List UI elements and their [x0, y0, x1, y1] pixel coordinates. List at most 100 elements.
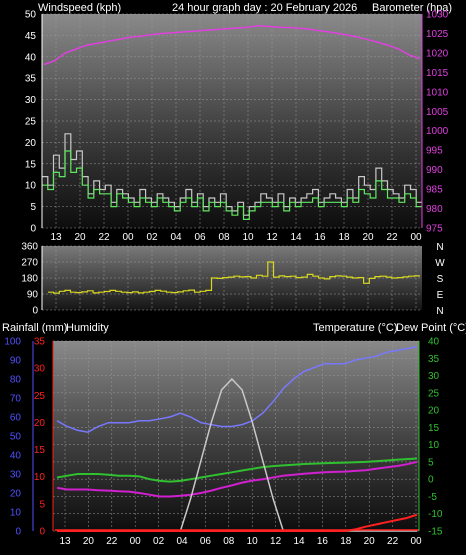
wind-x-tick: 02 — [146, 232, 158, 243]
wind-x-tick: 12 — [266, 232, 278, 243]
rain-y-tick: 30 — [34, 364, 46, 375]
wind-y-tick: 10 — [25, 181, 37, 192]
compass-label: N — [436, 242, 443, 253]
barometer-y-tick: 1010 — [426, 87, 449, 98]
barometer-y-tick: 980 — [426, 204, 443, 215]
compass-label: W — [435, 258, 445, 269]
rainfall-label: Rainfall (mm) — [2, 322, 67, 334]
barometer-y-tick: 990 — [426, 165, 443, 176]
barometer-y-tick: 1005 — [426, 107, 449, 118]
barometer-line — [43, 24, 421, 66]
wind-y-tick: 50 — [25, 10, 37, 21]
humidity-label: Humidity — [66, 322, 109, 334]
humidity-y-tick: 60 — [10, 413, 22, 424]
rain-y-tick: 10 — [34, 472, 46, 483]
temp-y-tick: -5 — [428, 492, 437, 503]
wind-x-tick: 04 — [170, 232, 182, 243]
humidity-y-tick: 40 — [10, 451, 22, 462]
wind-x-tick: 22 — [98, 232, 110, 243]
wind-y-tick: 35 — [25, 74, 37, 85]
barometer-y-ticks: 975 980 985 990 995 1000 1005 1010 1015 1020 1025 1… — [426, 10, 449, 235]
humidity-y-tick: 50 — [10, 432, 22, 443]
humidity-y-tick: 100 — [4, 337, 21, 348]
temp-y-tick: 35 — [428, 354, 440, 365]
temp-y-tick: 5 — [428, 457, 434, 468]
wind-series — [42, 24, 422, 220]
compass-label: S — [437, 274, 444, 285]
wind-y-tick: 20 — [25, 138, 37, 149]
temp-x-tick: 02 — [153, 536, 165, 547]
temp-x-tick: 10 — [247, 536, 259, 547]
humidity-y-tick: 10 — [10, 508, 22, 519]
temp-x-tick: 16 — [317, 536, 329, 547]
temp-y-tick: 30 — [428, 371, 440, 382]
rainfall-line — [57, 513, 418, 532]
temp-x-tick: 20 — [364, 536, 376, 547]
wind-x-tick: 06 — [194, 232, 206, 243]
rain-y-ticks: 0 5 10 15 20 25 30 35 — [34, 337, 46, 538]
humidity-y-tick: 70 — [10, 394, 22, 405]
graph-title: 24 hour graph day : 20 February 2026 — [172, 2, 357, 14]
wind-x-tick: 22 — [386, 232, 398, 243]
temp-y-ticks: -15 -10 -5 0 5 10 15 20 25 30 35 40 — [428, 337, 443, 538]
wind-y-tick: 30 — [25, 95, 37, 106]
temp-x-tick: 13 — [59, 536, 71, 547]
barometer-label: Barometer (hpa) — [372, 2, 452, 14]
windspeed-label: Windspeed (kph) — [38, 2, 121, 14]
temp-x-ticks: 13 20 22 00 02 04 06 08 10 12 14 16 18 20 22 00 — [59, 536, 422, 547]
temp-y-tick: 25 — [428, 388, 440, 399]
barometer-y-tick: 1020 — [426, 48, 449, 59]
temp-x-tick: 04 — [176, 536, 188, 547]
rain-y-tick: 0 — [39, 527, 45, 538]
temp-x-tick: 00 — [130, 536, 142, 547]
barometer-y-tick: 1000 — [426, 126, 449, 137]
humidity-y-tick: 0 — [15, 527, 21, 538]
wind-x-tick: 20 — [74, 232, 86, 243]
temp-y-tick: 20 — [428, 406, 440, 417]
wind-x-tick: 10 — [242, 232, 254, 243]
wind-x-tick: 20 — [362, 232, 374, 243]
direction-series — [48, 261, 420, 294]
wind-x-tick: 08 — [218, 232, 230, 243]
wind-y-tick: 0 — [30, 224, 36, 235]
dewpoint-label: Dew Point (°C) — [396, 322, 466, 334]
barometer-y-tick: 1030 — [426, 10, 449, 21]
humidity-line — [56, 345, 418, 433]
barometer-y-tick: 975 — [426, 224, 443, 235]
direction-y-ticks: 0 90 180 270 360 — [21, 242, 38, 317]
wind-x-tick: 13 — [50, 232, 62, 243]
temp-y-tick: 10 — [428, 440, 440, 451]
wind-x-tick: 14 — [290, 232, 302, 243]
rain-y-tick: 5 — [39, 499, 45, 510]
direction-y-tick: 0 — [32, 306, 38, 317]
humidity-y-tick: 30 — [10, 470, 22, 481]
temp-x-tick: 12 — [270, 536, 282, 547]
rain-y-tick: 20 — [34, 418, 46, 429]
rain-y-tick: 25 — [34, 391, 46, 402]
temp-y-tick: -10 — [428, 509, 443, 520]
direction-line — [48, 261, 420, 294]
direction-y-tick: 180 — [21, 274, 38, 285]
temp-y-tick: 40 — [428, 337, 440, 348]
humidity-y-tick: 20 — [10, 489, 22, 500]
temp-y-tick: 0 — [428, 475, 434, 486]
barometer-y-tick: 985 — [426, 185, 443, 196]
wind-y-tick: 25 — [25, 117, 37, 128]
temperature-line — [56, 457, 418, 483]
temp-x-tick: 14 — [293, 536, 305, 547]
direction-y-tick: 360 — [21, 242, 38, 253]
barometer-y-tick: 1015 — [426, 68, 449, 79]
temp-series — [55, 345, 419, 532]
dewpoint-line — [56, 460, 418, 498]
humidity-y-tick: 80 — [10, 375, 22, 386]
temp-x-tick: 20 — [83, 536, 95, 547]
temp-x-tick: 00 — [410, 536, 422, 547]
direction-y-tick: 270 — [21, 258, 38, 269]
wind-x-tick: 18 — [338, 232, 350, 243]
wind-y-tick: 45 — [25, 31, 37, 42]
temperature-label: Temperature (°C) — [313, 322, 397, 334]
rain-y-tick: 35 — [34, 337, 46, 348]
wind-x-tick: 00 — [122, 232, 134, 243]
